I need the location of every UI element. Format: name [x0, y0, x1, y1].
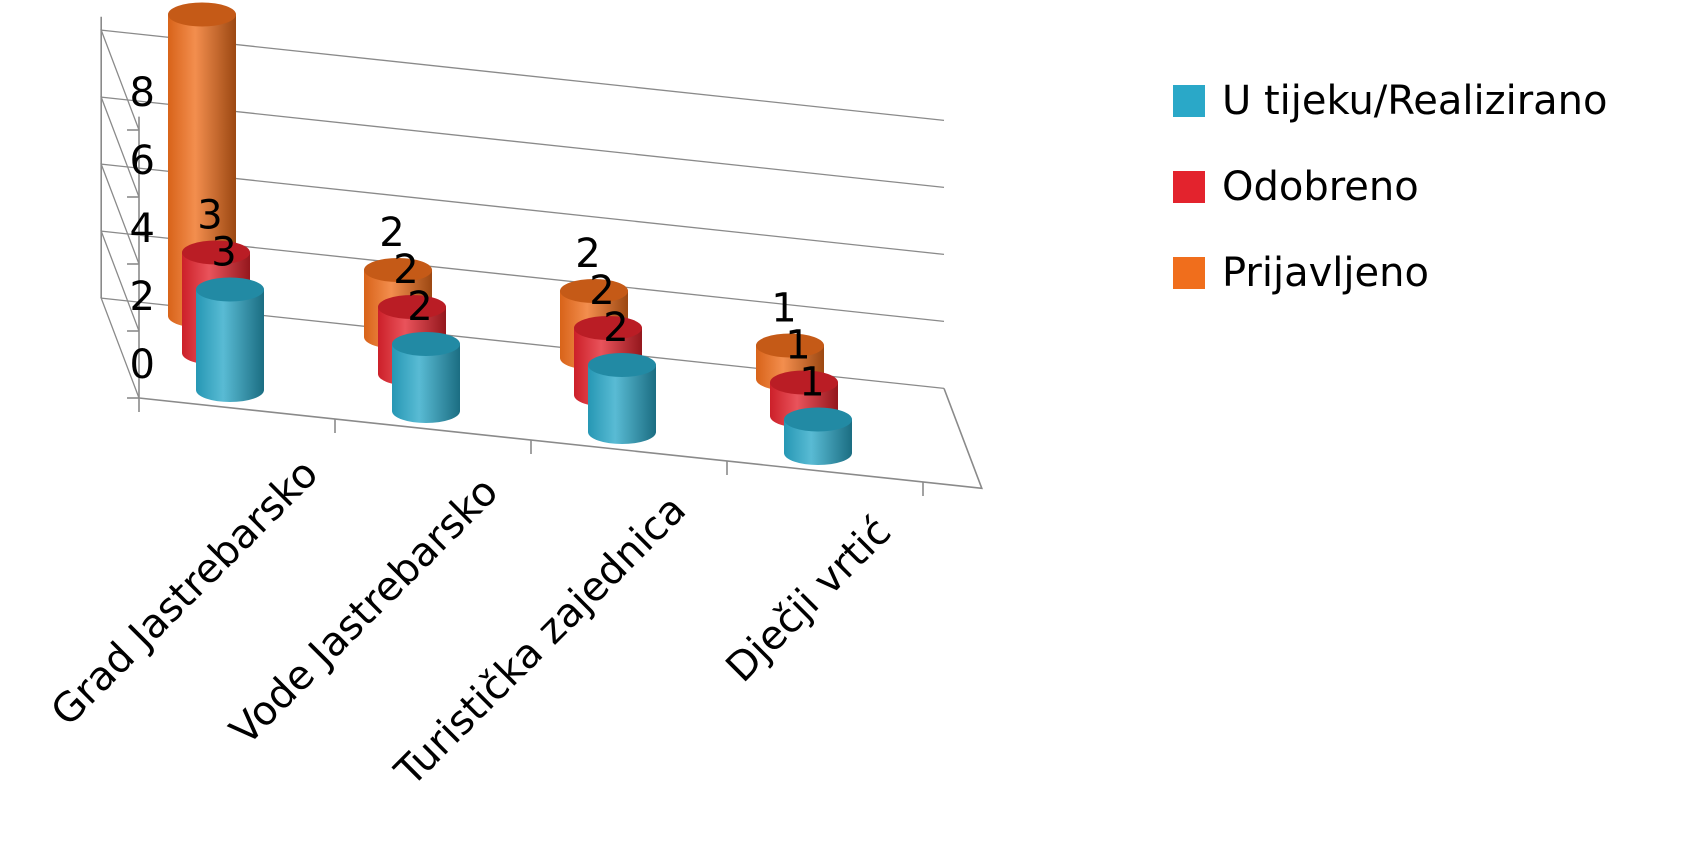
bar-u-tijeku-realizirano-2: 2 — [588, 305, 656, 444]
data-label: 3 — [197, 193, 222, 239]
legend-label: Odobreno — [1222, 164, 1419, 210]
legend-swatch-prijavljeno — [1173, 257, 1205, 289]
category-label: Dječji vrtić — [717, 509, 900, 692]
y-tick-label: 0 — [130, 342, 155, 388]
bar-body — [784, 419, 852, 465]
bar-top — [574, 316, 642, 340]
legend: U tijeku/Realizirano Odobreno Prijavljen… — [1173, 78, 1608, 296]
data-label: 2 — [379, 210, 404, 256]
bar-body — [196, 289, 264, 402]
bar-top — [756, 333, 824, 358]
bar-top — [784, 407, 852, 432]
chart-walls — [100, 16, 984, 496]
legend-label: Prijavljeno — [1222, 250, 1429, 296]
bar-top — [392, 332, 460, 356]
y-tick-label: 8 — [130, 70, 155, 116]
data-label: 1 — [785, 323, 810, 369]
data-label: 1 — [771, 286, 796, 332]
bar-top — [364, 258, 432, 282]
data-label: 3 — [211, 230, 236, 276]
y-tick-label: 6 — [130, 138, 155, 184]
y-tick-label: 2 — [130, 274, 155, 320]
legend-swatch-u-tijeku — [1173, 85, 1205, 117]
bars: 922132213221 — [168, 0, 852, 465]
data-label: 2 — [589, 268, 614, 314]
bar-top — [182, 240, 250, 265]
bar-top — [560, 279, 628, 303]
bar-u-tijeku-realizirano-0: 3 — [196, 230, 264, 402]
y-tick-label: 4 — [130, 206, 155, 252]
bar-top — [168, 2, 236, 27]
legend-swatch-odobreno — [1173, 171, 1205, 203]
data-label: 2 — [603, 305, 628, 351]
bar-body — [588, 365, 656, 444]
data-label: 2 — [393, 247, 418, 293]
data-label: 1 — [799, 360, 824, 406]
data-label: 2 — [575, 231, 600, 277]
floor-edge — [138, 388, 984, 490]
legend-label: U tijeku/Realizirano — [1222, 78, 1608, 124]
data-label: 2 — [407, 284, 432, 330]
bar-top — [378, 295, 446, 319]
bar-top — [588, 353, 656, 377]
x-axis-labels: Grad Jastrebarsko Vode Jastrebarsko Turi… — [42, 451, 900, 796]
bar-u-tijeku-realizirano-1: 2 — [392, 284, 460, 423]
y-axis-ticks: 0 2 4 6 8 — [130, 70, 155, 388]
bar-top — [770, 370, 838, 395]
bar-u-tijeku-realizirano-3: 1 — [784, 360, 852, 465]
bar-top — [196, 277, 264, 302]
data-label: 9 — [183, 0, 208, 1]
bar-body — [392, 344, 460, 423]
